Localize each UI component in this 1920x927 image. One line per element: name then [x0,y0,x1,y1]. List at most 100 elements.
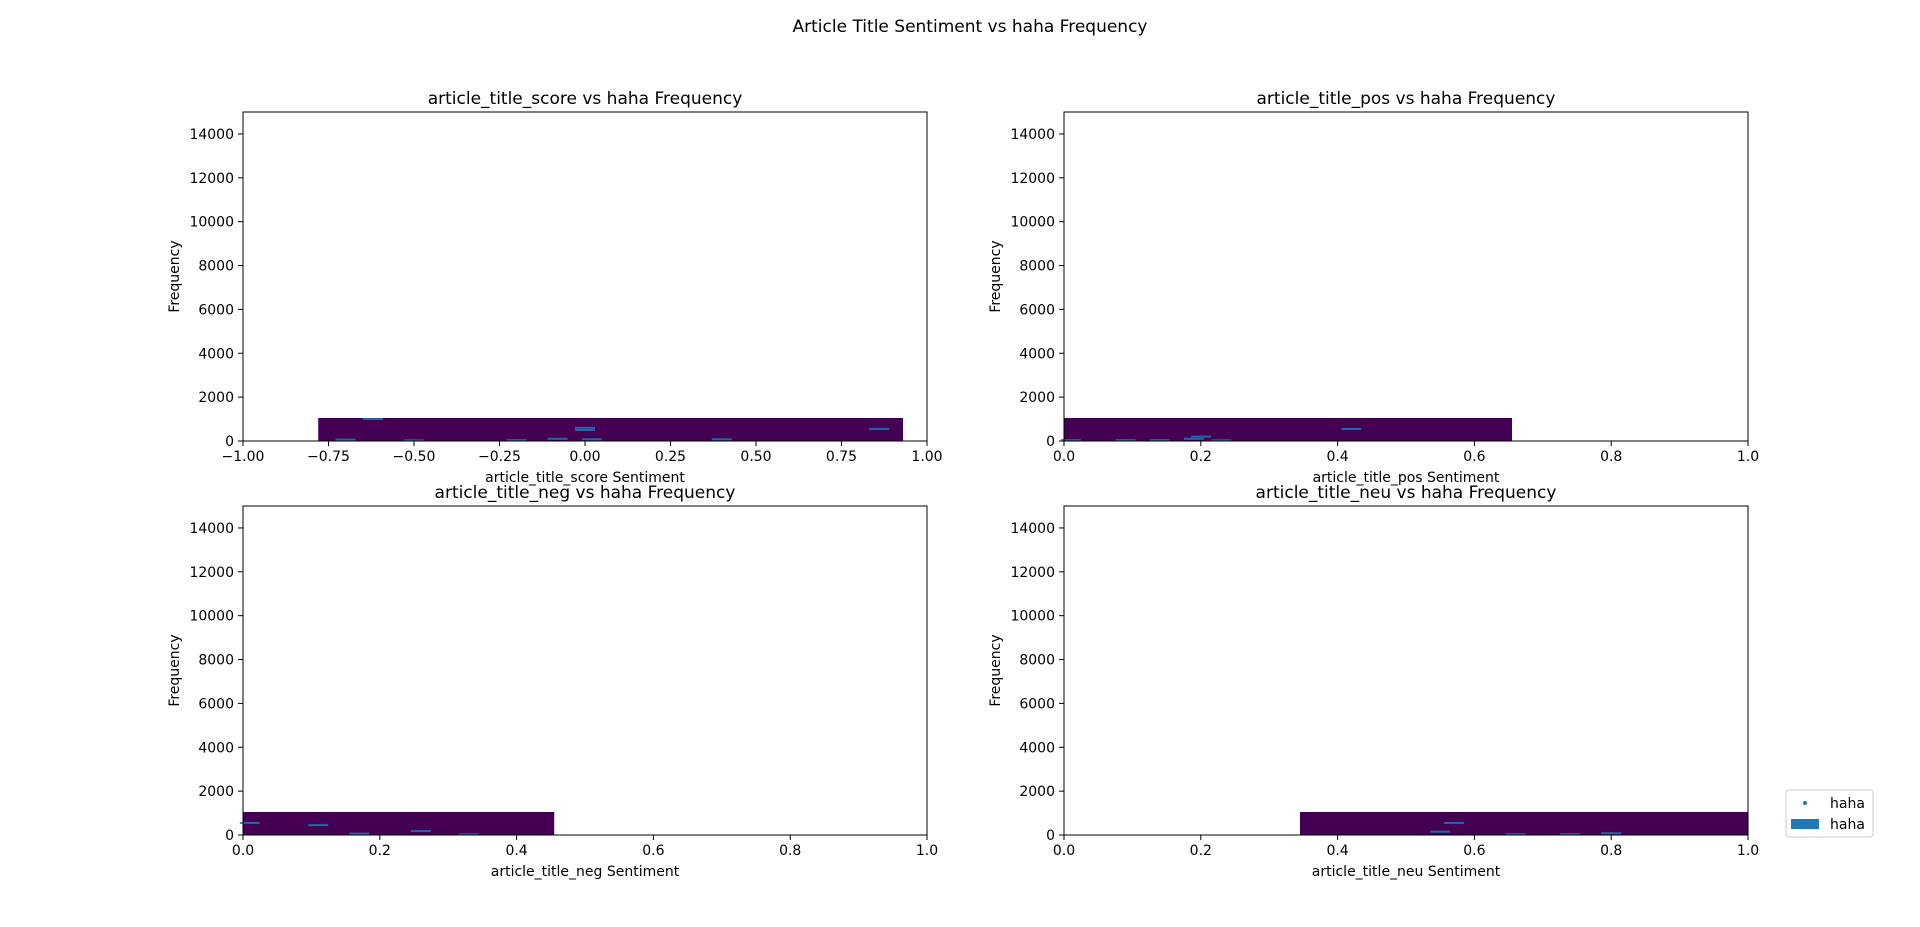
data-mark [1341,427,1362,430]
x-tick-label: 0.2 [1190,449,1212,465]
legend-label: haha [1830,817,1865,833]
y-tick-label: 8000 [1019,653,1055,669]
x-tick-label: 0.2 [369,843,391,859]
data-mark [362,418,383,421]
y-tick-label: 0 [1046,828,1055,844]
x-tick-label: 0.2 [1190,843,1212,859]
x-tick-label: 0.4 [505,843,527,859]
data-mark [239,821,260,824]
x-tick-label: 0.0 [1053,843,1075,859]
x-axis-label: article_title_neu Sentiment [1312,864,1501,880]
data-mark [349,832,370,835]
data-mark [711,438,732,441]
y-tick-label: 8000 [198,259,234,275]
y-tick-label: 14000 [189,127,234,143]
x-tick-label: −0.75 [307,449,350,465]
subplot-title: article_title_neu vs haha Frequency [1256,483,1557,503]
y-tick-label: 10000 [189,215,234,231]
subplot-1: −1.00 −0.75 −0.50 −0.25 0.00 0.25 0.50 0.75 1.00… [167,89,943,486]
data-mark [1183,437,1204,440]
y-tick-label: 12000 [1010,565,1055,581]
x-tick-label: 0.6 [642,843,664,859]
x-tick-label: 1.0 [916,843,938,859]
y-tick-label: 2000 [198,390,234,406]
subplot-title: article_title_neg vs haha Frequency [435,483,736,503]
y-tick-label: 0 [225,434,234,450]
x-axis-label: article_title_score Sentiment [485,470,685,486]
x-tick-label: 0.8 [1600,843,1622,859]
data-mark [869,427,890,430]
legend: haha haha [1785,789,1874,838]
data-mark [575,426,595,429]
x-tick-label: 1.00 [911,449,942,465]
data-mark [575,429,595,432]
data-mark [1443,821,1464,824]
subplot-title: article_title_score vs haha Frequency [428,89,743,109]
data-mark [410,830,431,833]
data-mark [506,439,527,442]
x-tick-label: 0.4 [1326,843,1348,859]
subplot-3: 0.0 0.2 0.4 0.6 0.8 1.0 0 2000 4000 6000 8000 10000… [167,483,938,880]
y-tick-label: 0 [1046,434,1055,450]
x-tick-label: 1.0 [1737,449,1759,465]
y-axis-label: Frequency [988,634,1004,706]
axes-frame [1063,505,1749,836]
x-tick-label: 0.6 [1463,449,1485,465]
legend-label: haha [1830,796,1865,812]
x-tick-label: 0.6 [1463,843,1485,859]
density-band [318,417,904,441]
data-mark [458,833,479,836]
y-axis-label: Frequency [167,240,183,312]
subplot-title: article_title_pos vs haha Frequency [1257,89,1556,109]
y-tick-label: 4000 [198,740,234,756]
y-tick-label: 8000 [198,653,234,669]
y-tick-label: 6000 [198,302,234,318]
x-tick-label: −1.00 [222,449,265,465]
y-tick-label: 2000 [1019,784,1055,800]
y-tick-label: 14000 [189,521,234,537]
y-tick-label: 8000 [1019,259,1055,275]
y-tick-label: 14000 [1010,521,1055,537]
y-tick-label: 4000 [1019,740,1055,756]
data-mark [1560,833,1581,836]
y-tick-label: 2000 [198,784,234,800]
data-mark [581,438,602,441]
x-tick-label: −0.50 [393,449,436,465]
x-tick-label: 0.0 [1053,449,1075,465]
data-mark [335,438,356,441]
data-mark [1149,439,1170,442]
y-tick-label: 0 [225,828,234,844]
y-tick-label: 4000 [1019,346,1055,362]
data-mark [308,824,329,827]
y-tick-label: 12000 [189,171,234,187]
axes-frame [242,505,928,836]
data-mark [1601,832,1622,835]
density-band [1064,417,1513,441]
axes-frame [1063,111,1749,442]
y-tick-label: 10000 [1010,609,1055,625]
subplot-4: 0.0 0.2 0.4 0.6 0.8 1.0 0 2000 4000 6000 8000 10000… [988,483,1759,880]
y-tick-label: 14000 [1010,127,1055,143]
y-tick-label: 6000 [1019,696,1055,712]
x-axis-label: article_title_pos Sentiment [1313,470,1500,486]
x-tick-label: 0.75 [826,449,857,465]
figure-title: Article Title Sentiment vs haha Frequenc… [793,17,1148,37]
y-tick-label: 2000 [1019,390,1055,406]
y-tick-label: 6000 [1019,302,1055,318]
data-mark [1505,833,1526,836]
data-mark [1430,830,1451,833]
x-axis-label: article_title_neg Sentiment [491,864,680,880]
data-mark [547,437,568,440]
x-tick-label: 0.4 [1326,449,1348,465]
x-tick-label: 0.25 [655,449,686,465]
data-mark [1190,435,1211,438]
legend-point-marker [1803,801,1807,805]
data-mark [1115,439,1136,442]
y-tick-label: 10000 [1010,215,1055,231]
x-tick-label: −0.25 [478,449,521,465]
data-mark [1211,439,1232,442]
density-band [243,811,555,835]
y-tick-label: 6000 [198,696,234,712]
x-tick-label: 1.0 [1737,843,1759,859]
